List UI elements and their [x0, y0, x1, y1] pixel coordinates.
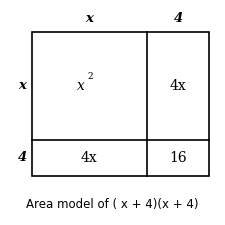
Text: x: x — [85, 12, 93, 25]
Text: 4: 4 — [173, 12, 183, 25]
Text: 2: 2 — [87, 72, 93, 81]
Text: 16: 16 — [169, 151, 187, 164]
Text: 4: 4 — [18, 151, 27, 164]
Bar — [32, 32, 209, 176]
Text: Area model of ( x + 4)(x + 4): Area model of ( x + 4)(x + 4) — [26, 198, 199, 211]
Text: 4x: 4x — [81, 151, 98, 164]
Text: x: x — [18, 79, 27, 92]
Text: x: x — [77, 79, 85, 92]
Text: 4x: 4x — [170, 79, 187, 92]
